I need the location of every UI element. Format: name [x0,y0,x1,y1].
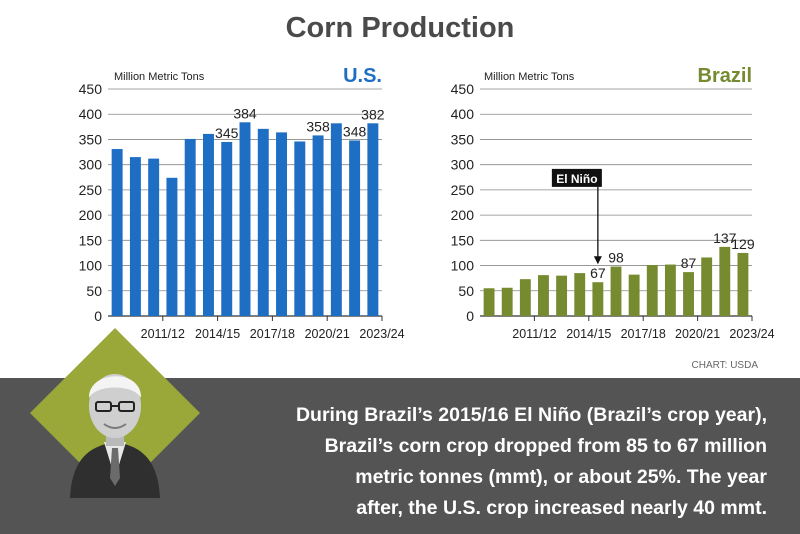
chart-title: Brazil [698,65,752,87]
x-tick-label: 2014/15 [566,327,611,341]
bar [349,140,361,316]
data-label: 382 [361,106,385,122]
caption-line: Brazil’s corn crop dropped from 85 to 67… [324,435,767,457]
y-tick-label: 400 [451,106,475,122]
caption-line: During Brazil’s 2015/16 El Niño (Brazil’… [295,404,767,426]
bar [166,177,178,316]
data-label: 358 [306,118,330,134]
y-tick-label: 300 [451,157,475,173]
bar [538,275,549,316]
y-tick-label: 50 [86,283,102,299]
data-label: 87 [681,255,697,271]
us-corn-chart: 0 50 100 150 200 250 300 350 400 450 Million Metri… [79,65,405,341]
caption-line: metric tonnes (mmt), or about 25%. The y… [355,466,767,488]
y-tick-label: 50 [458,283,474,299]
y-tick-label: 200 [451,207,475,223]
y-tick-label: 150 [79,232,103,248]
bar [628,274,640,316]
y-tick-label: 450 [451,81,475,97]
page-title: Corn Production [285,12,515,44]
bar [501,287,513,316]
bar [592,282,604,316]
y-tick-label: 250 [451,182,475,198]
bar [257,128,269,316]
y-axis-label: Million Metric Tons [484,71,575,83]
y-tick-label: 150 [451,232,475,248]
bar [719,246,731,316]
bar [221,141,233,316]
bar [129,157,141,316]
data-label: 345 [215,125,239,141]
data-label: 98 [608,250,624,266]
bar [184,138,196,316]
y-tick-label: 350 [79,131,103,147]
data-label: 348 [343,123,367,139]
portrait-diamond [30,328,200,498]
y-tick-label: 350 [451,131,475,147]
y-tick-label: 450 [79,81,103,97]
y-tick-label: 0 [94,308,102,324]
bar [646,265,658,316]
bar [202,133,214,316]
bar [701,257,713,316]
y-tick-label: 0 [466,308,474,324]
annotation-box [551,168,602,187]
y-axis-label: Million Metric Tons [114,71,205,83]
bar [519,279,531,316]
data-label: 129 [731,236,755,252]
bar [294,141,306,316]
brazil-corn-chart: 0 50 100 150 200 250 300 350 400 450 Million Metri… [451,65,775,341]
bar [574,273,586,316]
bar [148,158,160,316]
y-tick-label: 200 [79,207,103,223]
x-tick-label: 2023/24 [729,327,774,341]
bar [737,252,749,316]
x-tick-label: 2020/21 [675,327,720,341]
bar [664,264,676,316]
bar [610,266,622,316]
x-tick-label: 2017/18 [250,327,295,341]
bar [683,272,694,316]
bar [111,149,123,316]
data-label: 137 [713,230,737,246]
chart-title: U.S. [343,65,382,87]
bar [330,123,342,317]
y-tick-label: 100 [79,258,103,274]
x-tick-label: 2011/12 [141,327,185,341]
x-tick-label: 2014/15 [195,327,240,341]
y-tick-label: 400 [79,106,103,122]
bar [483,288,495,316]
y-tick-label: 250 [79,182,103,198]
y-tick-label: 100 [451,258,475,274]
bar [276,132,288,316]
bar [239,122,251,316]
y-tick-label: 300 [79,157,103,173]
bar [556,275,568,316]
caption-text: During Brazil’s 2015/16 El Niño (Brazil’… [232,400,767,524]
x-tick-label: 2020/21 [305,327,350,341]
annotation-label: El Niño [556,172,597,186]
bar [367,123,379,317]
data-label: 67 [590,265,606,281]
data-label: 384 [233,105,257,121]
bar [312,135,324,316]
chart-source: CHART: USDA [691,360,759,371]
caption-line: after, the U.S. crop increased nearly 40… [356,497,767,519]
x-tick-label: 2011/12 [512,327,556,341]
annotation-arrowhead [593,256,602,265]
x-tick-label: 2017/18 [621,327,666,341]
x-tick-label: 2023/24 [359,327,404,341]
